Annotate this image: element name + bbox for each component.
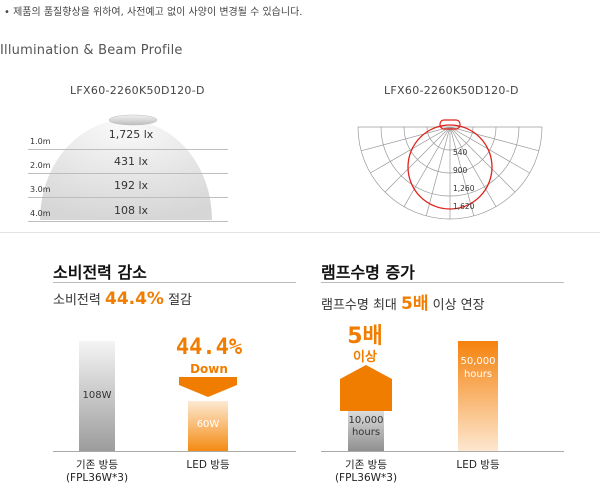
- life-more-label: 이상: [353, 350, 377, 365]
- old-life-bar: [348, 411, 384, 451]
- lux-value: 108 lx: [113, 204, 149, 217]
- old-life-bar-label: 10,000 hours: [348, 415, 384, 438]
- life-multiplier: 5배: [347, 324, 383, 349]
- power-down-label: Down: [190, 362, 228, 376]
- life-baseline: [321, 451, 564, 452]
- notice-text: • 제품의 품질향상을 위하여, 사전예고 없이 사양이 변경될 수 있습니다.: [4, 7, 303, 18]
- polar-beam-diagram: [357, 119, 543, 220]
- old-power-bar-label: 108W: [82, 390, 112, 401]
- new-power-bar-label: 60W: [196, 419, 220, 430]
- new-life-bar-label: 50,000 hours: [460, 356, 496, 380]
- life-new-caption: LED 방등: [456, 459, 500, 471]
- new-life-bar: [458, 341, 498, 451]
- left-model-name: LFX60-2260K50D120-D: [70, 84, 205, 97]
- power-old-caption: 기존 방등 (FPL36W*3): [65, 459, 129, 484]
- section-title: Illumination & Beam Profile: [0, 43, 183, 58]
- lux-value: 431 lx: [113, 155, 149, 168]
- polar-ring-label: 900: [453, 166, 468, 175]
- power-subtitle: 소비전력 44.4% 절감: [53, 289, 193, 309]
- life-heading: 램프수명 증가: [321, 263, 415, 282]
- illumination-cone: [40, 114, 212, 220]
- section-divider: [0, 232, 600, 233]
- distance-label: 4.0m: [30, 209, 51, 218]
- power-heading-rule: [53, 282, 296, 283]
- lux-value: 192 lx: [113, 179, 149, 192]
- power-heading: 소비전력 감소: [53, 263, 147, 282]
- new-power-bar: [188, 401, 228, 451]
- life-heading-rule: [321, 282, 564, 283]
- distance-label: 2.0m: [30, 161, 51, 170]
- beam-curve: [407, 124, 493, 210]
- polar-ring-label: 540: [453, 148, 468, 157]
- distance-label: 3.0m: [30, 185, 51, 194]
- lamp-icon: [108, 114, 158, 126]
- lux-value: 1,725 lx: [108, 128, 154, 141]
- up-arrow-icon: [340, 365, 392, 411]
- power-new-caption: LED 방등: [186, 459, 230, 471]
- old-power-bar: [79, 341, 115, 451]
- light-cone-shape: [40, 120, 212, 220]
- down-arrow-icon: [179, 377, 237, 397]
- power-reduction-value: 44.4%: [175, 335, 243, 360]
- life-subtitle: 램프수명 최대 5배 이상 연장: [321, 294, 485, 314]
- distance-label: 1.0m: [30, 137, 51, 146]
- right-model-name: LFX60-2260K50D120-D: [384, 84, 519, 97]
- life-old-caption: 기존 방등 (FPL36W*3): [334, 459, 398, 484]
- beam-curve-top: [439, 119, 461, 130]
- polar-ring-label: 1,260: [453, 184, 475, 193]
- polar-ring-label: 1,620: [453, 202, 475, 211]
- power-baseline: [53, 451, 296, 452]
